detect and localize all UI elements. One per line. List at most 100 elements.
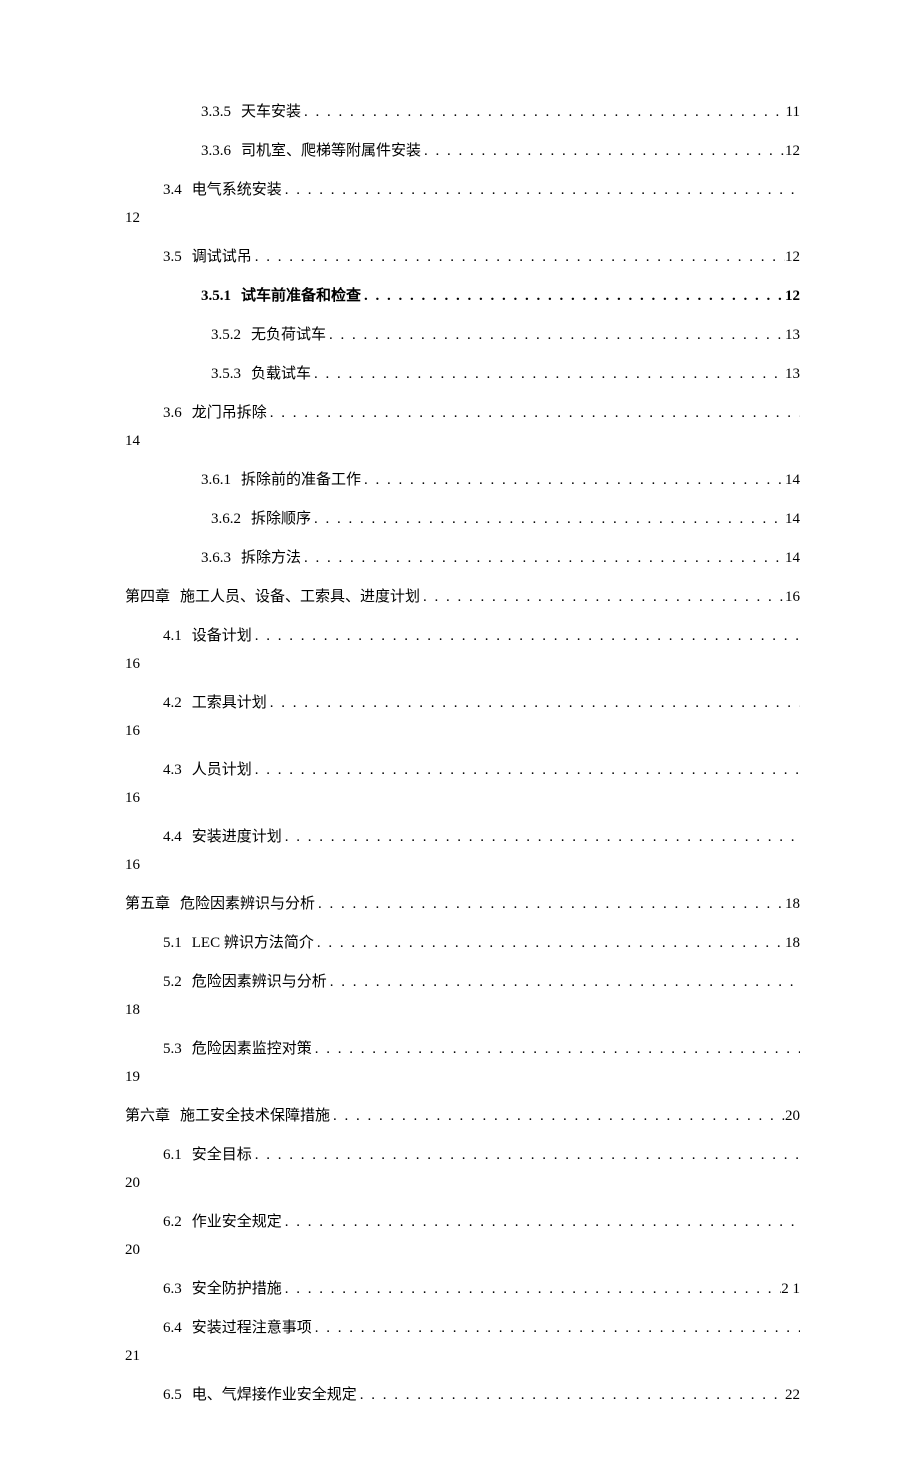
toc-title: 安全目标 bbox=[192, 1143, 252, 1167]
toc-number: 3.3.6 bbox=[201, 139, 231, 163]
toc-entry: 第四章施工人员、设备、工索具、进度计划16 bbox=[125, 585, 800, 609]
toc-number: 3.5.2 bbox=[211, 323, 241, 347]
toc-title: 天车安装 bbox=[241, 100, 301, 124]
toc-page: 13 bbox=[785, 362, 800, 386]
toc-title: 危险因素辨识与分析 bbox=[192, 970, 327, 994]
toc-page: 18 bbox=[785, 931, 800, 955]
toc-leader-dots bbox=[315, 892, 785, 916]
toc-page: 20 bbox=[785, 1104, 800, 1128]
toc-page-wrapped: 21 bbox=[125, 1344, 800, 1368]
toc-entry-line: 6.4 安装过程注意事项 bbox=[125, 1316, 800, 1340]
toc-leader-dots bbox=[252, 624, 800, 648]
toc-leader-dots bbox=[314, 931, 785, 955]
toc-entry-line: 3.6 龙门吊拆除 bbox=[125, 401, 800, 425]
toc-entry: 3.6.2拆除顺序14 bbox=[125, 507, 800, 531]
toc-entry-line: 5.2 危险因素辨识与分析 bbox=[125, 970, 800, 994]
toc-entry-line: 4.2工索具计划 bbox=[125, 691, 800, 715]
toc-entry: 3.3.6 司机室、爬梯等附属件安装 12 bbox=[125, 139, 800, 163]
toc-entry: 3.6.1 拆除前的准备工作 14 bbox=[125, 468, 800, 492]
toc-leader-dots bbox=[301, 546, 785, 570]
toc-entry: 3.3.5天车安装11 bbox=[125, 100, 800, 124]
toc-number: 5.2 bbox=[163, 970, 182, 994]
toc-number: 4.3 bbox=[163, 758, 182, 782]
toc-entry: 4.1设备计划 16 bbox=[125, 624, 800, 676]
toc-page: 12 bbox=[785, 139, 800, 163]
toc-entry: 6.2 作业安全规定 20 bbox=[125, 1210, 800, 1262]
toc-entry: 第六章施工安全技术保障措施20 bbox=[125, 1104, 800, 1128]
toc-entry-line: 6.2 作业安全规定 bbox=[125, 1210, 800, 1234]
toc-title: 安装进度计划 bbox=[192, 825, 282, 849]
toc-page-wrapped: 20 bbox=[125, 1238, 800, 1262]
toc-number: 第四章 bbox=[125, 585, 170, 609]
toc-entry-line: 4.1设备计划 bbox=[125, 624, 800, 648]
toc-entry-line: 4.4安装进度计划 bbox=[125, 825, 800, 849]
toc-entry: 4.4安装进度计划 16 bbox=[125, 825, 800, 877]
toc-page: 13 bbox=[785, 323, 800, 347]
toc-entry: 3.5调试试吊12 bbox=[125, 245, 800, 269]
toc-page: 14 bbox=[785, 507, 800, 531]
toc-number: 3.3.5 bbox=[201, 100, 231, 124]
toc-title: 安装过程注意事项 bbox=[192, 1316, 312, 1340]
toc-leader-dots bbox=[282, 1210, 800, 1234]
toc-number: 5.1 bbox=[163, 931, 182, 955]
toc-page-wrapped: 16 bbox=[125, 652, 800, 676]
toc-title: 龙门吊拆除 bbox=[192, 401, 267, 425]
toc-number: 3.6 bbox=[163, 401, 182, 425]
toc-entry-line: 4.3人员计划 bbox=[125, 758, 800, 782]
toc-leader-dots bbox=[357, 1383, 785, 1407]
toc-page: 2 1 bbox=[781, 1277, 800, 1301]
toc-page-wrapped: 19 bbox=[125, 1065, 800, 1089]
toc-number: 3.6.1 bbox=[201, 468, 231, 492]
toc-entry: 3.4电气系统安装12 bbox=[125, 178, 800, 230]
toc-leader-dots bbox=[330, 1104, 785, 1128]
toc-number: 3.4 bbox=[163, 178, 182, 202]
toc-entry: 4.3人员计划 16 bbox=[125, 758, 800, 810]
toc-title: 施工人员、设备、工索具、进度计划 bbox=[180, 585, 420, 609]
toc-page: 14 bbox=[785, 468, 800, 492]
toc-title: 安全防护措施 bbox=[192, 1277, 282, 1301]
toc-leader-dots bbox=[326, 323, 785, 347]
toc-entry: 6.4 安装过程注意事项 21 bbox=[125, 1316, 800, 1368]
toc-entry: 5.2 危险因素辨识与分析 18 bbox=[125, 970, 800, 1022]
toc-number: 3.5 bbox=[163, 245, 182, 269]
toc-entry: 3.6 龙门吊拆除 14 bbox=[125, 401, 800, 453]
toc-leader-dots bbox=[282, 825, 800, 849]
toc-page-wrapped: 14 bbox=[125, 429, 800, 453]
toc-entry: 3.6.3拆除方法14 bbox=[125, 546, 800, 570]
toc-page-wrapped: 16 bbox=[125, 853, 800, 877]
toc-number: 6.4 bbox=[163, 1316, 182, 1340]
toc-page: 12 bbox=[785, 284, 800, 308]
toc-title: 作业安全规定 bbox=[192, 1210, 282, 1234]
toc-page: 14 bbox=[785, 546, 800, 570]
toc-entry-line: 6.1 安全目标 bbox=[125, 1143, 800, 1167]
toc-leader-dots bbox=[282, 1277, 781, 1301]
toc-page-wrapped: 16 bbox=[125, 786, 800, 810]
toc-number: 6.5 bbox=[163, 1383, 182, 1407]
toc-title: 危险因素辨识与分析 bbox=[180, 892, 315, 916]
toc-title: 拆除前的准备工作 bbox=[241, 468, 361, 492]
toc-title: 电气系统安装 bbox=[192, 178, 282, 202]
toc-title: 设备计划 bbox=[192, 624, 252, 648]
toc-title: 试车前准备和检查 bbox=[241, 284, 361, 308]
toc-number: 6.1 bbox=[163, 1143, 182, 1167]
toc-leader-dots bbox=[312, 1037, 800, 1061]
toc-title: 无负荷试车 bbox=[251, 323, 326, 347]
toc-leader-dots bbox=[311, 362, 785, 386]
toc-page-wrapped: 18 bbox=[125, 998, 800, 1022]
toc-entry: 5.1 LEC 辨识方法简介 18 bbox=[125, 931, 800, 955]
toc-leader-dots bbox=[252, 1143, 800, 1167]
toc-number: 5.3 bbox=[163, 1037, 182, 1061]
toc-number: 6.2 bbox=[163, 1210, 182, 1234]
toc-entry: 3.5.1试车前准备和检查12 bbox=[125, 284, 800, 308]
toc-leader-dots bbox=[311, 507, 785, 531]
toc-title: 司机室、爬梯等附属件安装 bbox=[241, 139, 421, 163]
toc-entry: 第五章危险因素辨识与分析18 bbox=[125, 892, 800, 916]
toc-title: 工索具计划 bbox=[192, 691, 267, 715]
toc-title: LEC 辨识方法简介 bbox=[192, 931, 314, 955]
toc-leader-dots bbox=[361, 284, 785, 308]
toc-page-wrapped: 20 bbox=[125, 1171, 800, 1195]
toc-number: 第五章 bbox=[125, 892, 170, 916]
toc-title: 拆除顺序 bbox=[251, 507, 311, 531]
toc-page-wrapped: 16 bbox=[125, 719, 800, 743]
toc-page: 12 bbox=[785, 245, 800, 269]
